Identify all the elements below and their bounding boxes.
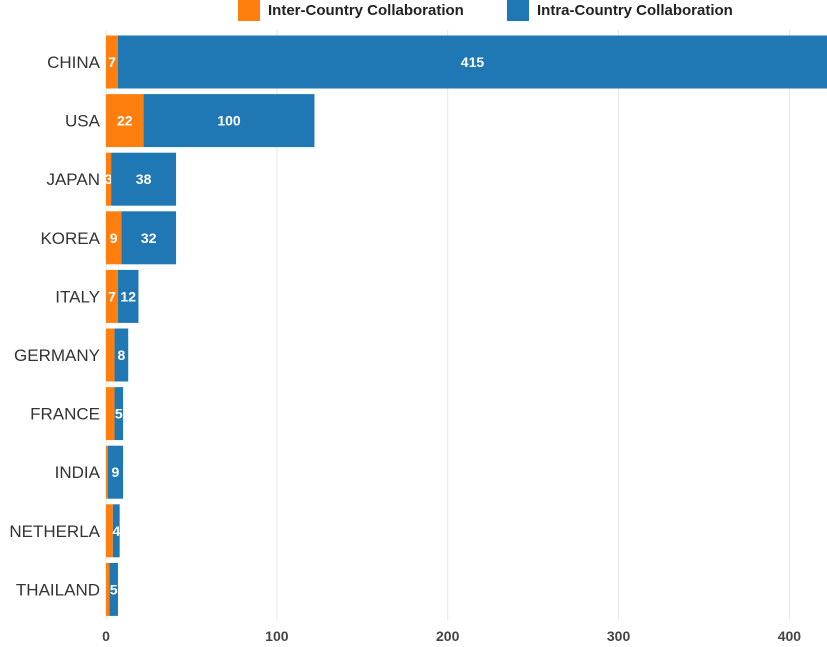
bar-label-intra-korea: 32 xyxy=(141,230,157,246)
legend: Inter-Country Collaboration Intra-Country… xyxy=(238,0,733,21)
legend-swatch-intra xyxy=(507,0,529,21)
bar-intra-japan xyxy=(111,152,177,206)
bar-inter-korea xyxy=(106,211,122,265)
bar-intra-korea xyxy=(121,211,177,265)
bar-label-inter-italy: 7 xyxy=(108,288,116,304)
bar-inter-thailand xyxy=(106,562,110,616)
bar-intra-india xyxy=(107,445,124,499)
category-label-japan: JAPAN xyxy=(46,170,100,189)
bar-intra-netherla xyxy=(112,504,120,558)
legend-label-intra: Intra-Country Collaboration xyxy=(537,2,733,19)
category-label-france: FRANCE xyxy=(30,405,100,424)
category-label-germany: GERMANY xyxy=(14,346,100,365)
legend-label-inter: Inter-Country Collaboration xyxy=(268,2,464,19)
bar-intra-france xyxy=(114,387,124,441)
bar-label-intra-usa: 100 xyxy=(217,113,241,129)
x-tick-label-100: 100 xyxy=(265,628,289,644)
bar-intra-thailand xyxy=(109,562,118,616)
bar-inter-china xyxy=(106,35,118,89)
bar-inter-usa xyxy=(106,94,144,148)
x-tick-label-0: 0 xyxy=(102,628,110,644)
x-tick-label-400: 400 xyxy=(778,628,802,644)
bar-label-intra-france: 5 xyxy=(115,406,123,422)
legend-swatch-inter xyxy=(238,0,260,21)
category-label-korea: KOREA xyxy=(40,229,100,248)
bar-label-intra-thailand: 5 xyxy=(110,581,118,597)
x-tick-label-300: 300 xyxy=(607,628,631,644)
bar-inter-netherla xyxy=(106,504,113,558)
bar-label-intra-china: 415 xyxy=(461,54,485,70)
category-labels: CHINA USA JAPAN KOREA ITALY GERMANY FRANCE INDI… xyxy=(9,53,100,599)
bar-label-intra-india: 9 xyxy=(111,464,119,480)
bar-inter-japan xyxy=(106,152,112,206)
category-label-usa: USA xyxy=(65,112,101,131)
bar-label-inter-japan: 3 xyxy=(105,171,113,187)
bar-label-inter-korea: 9 xyxy=(110,230,118,246)
x-tick-labels: 0 100 200 300 400 xyxy=(102,628,801,644)
bar-intra-china xyxy=(117,35,827,89)
category-label-india: INDIA xyxy=(55,463,101,482)
bar-label-intra-netherla: 4 xyxy=(112,523,120,539)
category-label-china: CHINA xyxy=(47,53,101,72)
bar-label-intra-italy: 12 xyxy=(120,288,136,304)
category-label-netherla: NETHERLA xyxy=(9,522,100,541)
category-label-thailand: THAILAND xyxy=(16,580,100,599)
bar-label-inter-china: 7 xyxy=(108,54,116,70)
bar-intra-germany xyxy=(114,328,129,382)
bar-label-intra-japan: 38 xyxy=(136,171,152,187)
x-tick-label-200: 200 xyxy=(436,628,460,644)
bar-inter-italy xyxy=(106,269,118,323)
bar-inter-germany xyxy=(106,328,115,382)
bar-intra-usa xyxy=(143,94,315,148)
bar-inter-france xyxy=(106,387,115,441)
bar-inter-india xyxy=(106,445,108,499)
bar-label-inter-usa: 22 xyxy=(117,113,133,129)
bar-intra-italy xyxy=(117,269,139,323)
bar-label-intra-germany: 8 xyxy=(117,347,125,363)
category-label-italy: ITALY xyxy=(55,287,100,306)
